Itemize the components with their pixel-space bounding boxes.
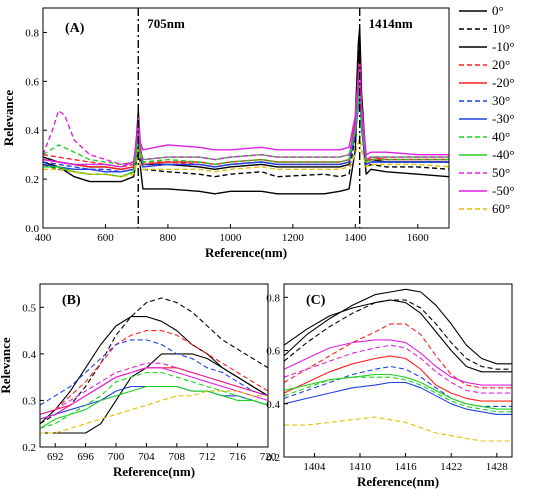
series-line-0 xyxy=(284,288,512,365)
legend-label: 20° xyxy=(492,57,510,72)
legend-label: -50° xyxy=(492,183,515,198)
x-tick-label: 400 xyxy=(35,232,52,244)
y-tick-label: 0.5 xyxy=(22,302,36,314)
series-line-10 xyxy=(40,297,268,425)
plot-frame xyxy=(42,7,450,229)
x-tick-label: 700 xyxy=(108,451,125,463)
legend-label: 40° xyxy=(492,129,510,144)
series-line--50 xyxy=(43,61,449,168)
series-line--50 xyxy=(40,367,268,420)
plot-frame xyxy=(283,283,513,458)
panel-2: 1404 1410 1416 1422 1428 0.2 0.4 0.6 0.8 (C) Refer… xyxy=(266,283,513,489)
panel-tag: (A) xyxy=(65,21,85,36)
x-tick-label: 1410 xyxy=(349,461,372,473)
legend-label: 0° xyxy=(492,3,504,18)
y-tick-label: 0.6 xyxy=(266,346,280,358)
x-tick-label: 1600 xyxy=(407,232,430,244)
legend-label: -30° xyxy=(492,111,515,126)
y-tick-label: 0.3 xyxy=(22,395,36,407)
x-tick-label: 1200 xyxy=(282,232,305,244)
y-tick-label: 0.8 xyxy=(25,27,39,39)
series-line-50 xyxy=(284,344,512,394)
x-tick-label: 720 xyxy=(260,451,277,463)
x-tick-label: 692 xyxy=(47,451,64,463)
series-line-60 xyxy=(40,390,268,434)
series-line-20 xyxy=(40,330,268,415)
x-tick-label: 1422 xyxy=(440,461,462,473)
legend-label: -40° xyxy=(492,147,515,162)
y-tick-label: 0.2 xyxy=(266,452,280,464)
y-tick-label: 0.2 xyxy=(25,174,39,186)
y-axis-title: Relevance xyxy=(0,337,13,394)
series-line-40 xyxy=(40,371,268,429)
y-axis-title: Relevance xyxy=(1,90,16,147)
y-tick-label: 0.8 xyxy=(266,292,280,304)
panel-tag: (C) xyxy=(306,293,326,308)
x-tick-label: 600 xyxy=(97,232,114,244)
series-line-20 xyxy=(43,56,449,168)
series-line--40 xyxy=(284,373,512,410)
series-line-50 xyxy=(43,70,449,166)
series-group xyxy=(43,26,449,195)
y-tick-label: 0.0 xyxy=(25,223,39,235)
y-tick-label: 0.4 xyxy=(266,399,280,411)
x-tick-label: 1404 xyxy=(303,461,326,473)
series-line-10 xyxy=(43,31,449,178)
legend-label: 10° xyxy=(492,21,510,36)
series-line-10 xyxy=(284,299,512,370)
series-line--10 xyxy=(284,299,512,373)
legend: 0° 10° -10° 20° -20° 30° -30° 40° -40° 50° -50° 60° xyxy=(459,3,515,216)
plot-frame xyxy=(39,283,269,448)
x-tick-label: 1416 xyxy=(395,461,418,473)
y-tick-label: 0.4 xyxy=(22,349,36,361)
y-tick-label: 0.6 xyxy=(25,76,39,88)
series-line-60 xyxy=(43,134,449,178)
series-line-30 xyxy=(43,80,449,173)
panel-0: 705nm 1414nm 400 600 800 1000 1200 1400 1600 0.0 0… xyxy=(1,7,450,260)
x-tick-label: 716 xyxy=(229,451,246,463)
panel-tag: (B) xyxy=(62,293,81,308)
x-axis-title: Reference(nm) xyxy=(113,464,195,479)
annotation-label: 1414nm xyxy=(369,16,413,31)
legend-label: 50° xyxy=(492,165,510,180)
legend-label: -10° xyxy=(492,39,515,54)
y-tick-label: 0.2 xyxy=(22,442,36,454)
series-group xyxy=(40,297,268,434)
panel-1: 692 696 700 704 708 712 716 7200.20.30.40.5(B)R… xyxy=(0,283,277,479)
x-tick-label: 800 xyxy=(160,232,177,244)
legend-label: 60° xyxy=(492,201,510,216)
series-line-30 xyxy=(40,339,268,406)
series-line-60 xyxy=(284,416,512,442)
series-line--20 xyxy=(43,61,449,171)
legend-label: 30° xyxy=(492,93,510,108)
series-line--10 xyxy=(40,316,268,425)
x-axis-title: Reference(nm) xyxy=(357,474,439,489)
x-tick-label: 696 xyxy=(77,451,94,463)
y-tick-label: 0.4 xyxy=(25,125,39,137)
series-line-0 xyxy=(40,353,268,434)
series-line--30 xyxy=(284,381,512,415)
x-tick-label: 1428 xyxy=(486,461,509,473)
x-tick-label: 1000 xyxy=(219,232,242,244)
x-tick-label: 712 xyxy=(199,451,216,463)
series-line-50 xyxy=(40,362,268,415)
annotation-label: 705nm xyxy=(147,16,185,31)
legend-label: -20° xyxy=(492,75,515,90)
series-line--50 xyxy=(284,339,512,386)
x-tick-label: 704 xyxy=(138,451,155,463)
x-tick-label: 1400 xyxy=(344,232,367,244)
x-axis-title: Reference(nm) xyxy=(205,245,287,260)
x-tick-label: 708 xyxy=(169,451,186,463)
series-line--40 xyxy=(40,385,268,429)
series-line-20 xyxy=(284,323,512,389)
series-line-40 xyxy=(43,80,449,166)
series-line--20 xyxy=(284,355,512,402)
series-group xyxy=(284,288,512,442)
